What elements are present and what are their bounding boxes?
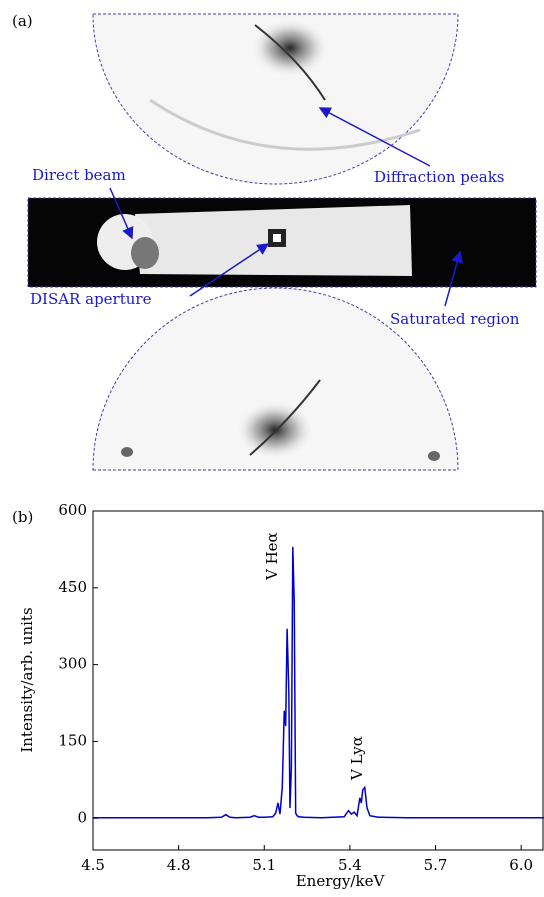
diffraction-spot (250, 18, 330, 78)
x-tick-label: 5.4 (338, 856, 362, 874)
aperture-hole (273, 234, 281, 242)
annotation: Saturated region (390, 310, 520, 328)
diffraction-line (249, 379, 321, 456)
plot-frame (92, 510, 544, 851)
y-tick-label: 0 (77, 808, 87, 826)
x-tick-label: 5.1 (252, 856, 276, 874)
arrow (444, 250, 463, 307)
panel-label: (b) (12, 508, 33, 526)
annotation: V Heα (263, 532, 281, 581)
marker-dot (428, 451, 440, 461)
arrow (109, 187, 134, 240)
y-tick-label: 450 (58, 578, 87, 596)
x-tick-label: 4.8 (167, 856, 191, 874)
marker-dot (121, 447, 133, 457)
annotation: Direct beam (32, 166, 126, 184)
x-axis-title: Energy/keV (296, 872, 386, 890)
y-tick-label: 150 (58, 731, 87, 749)
annotation: V Lyα (348, 736, 366, 781)
y-tick-label: 300 (58, 655, 87, 673)
y-tick-label: 600 (58, 501, 87, 519)
annotation: DISAR aperture (30, 290, 152, 308)
arrow (318, 107, 431, 167)
spectrum-line (93, 546, 544, 819)
x-tick-label: 4.5 (81, 856, 105, 874)
detector-bottom (92, 287, 459, 471)
panel-label: (a) (12, 12, 33, 30)
diffraction-line (254, 24, 326, 101)
diffraction-spot (235, 400, 315, 460)
x-tick-label: 6.0 (509, 856, 533, 874)
annotation: Diffraction peaks (374, 168, 505, 186)
arrow (189, 243, 270, 297)
y-axis-title: Intensity/arb. units (18, 607, 36, 752)
direct-beam-core (131, 237, 159, 269)
detector-top (92, 13, 459, 185)
x-tick-label: 5.7 (424, 856, 448, 874)
